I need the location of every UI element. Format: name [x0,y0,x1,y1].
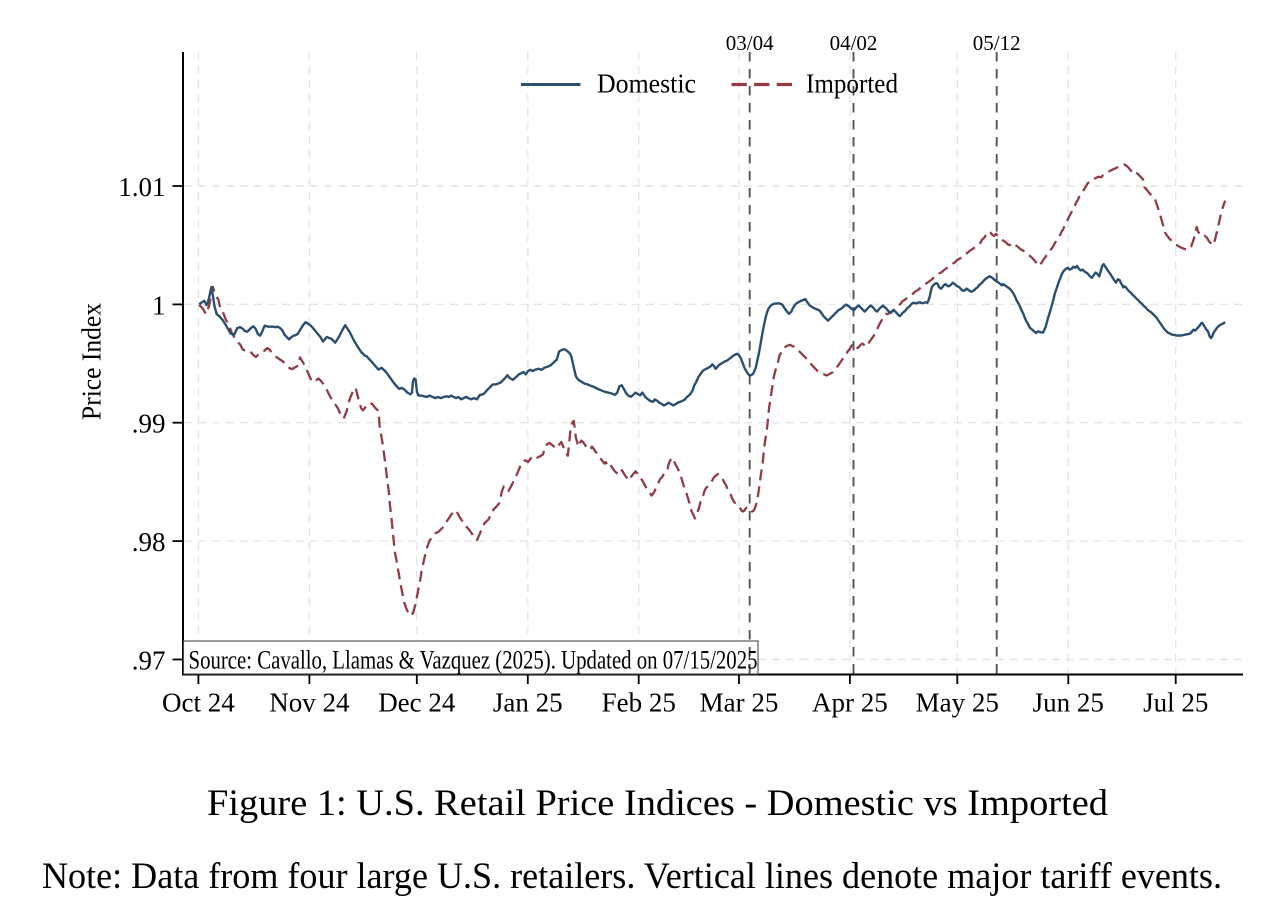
svg-text:Mar 25: Mar 25 [700,688,779,718]
svg-text:1.01: 1.01 [118,172,165,202]
svg-text:Jul 25: Jul 25 [1143,688,1208,718]
svg-text:Dec 24: Dec 24 [378,688,456,718]
svg-text:04/02: 04/02 [830,31,878,55]
svg-text:Feb 25: Feb 25 [602,688,676,718]
svg-text:.97: .97 [132,646,166,676]
svg-text:Apr 25: Apr 25 [812,688,888,718]
svg-text:.98: .98 [132,527,166,557]
svg-text:.99: .99 [132,409,166,439]
svg-text:Note: Data from four large U.S: Note: Data from four large U.S. retailer… [42,856,1222,897]
svg-text:Price Index: Price Index [77,303,107,420]
svg-text:Nov 24: Nov 24 [269,688,350,718]
svg-text:Source: Cavallo, Llamas & Vazq: Source: Cavallo, Llamas & Vazquez (2025)… [189,646,758,675]
svg-text:Oct 24: Oct 24 [162,688,235,718]
svg-text:05/12: 05/12 [973,31,1021,55]
svg-text:Imported: Imported [806,69,898,99]
svg-text:Figure 1: U.S. Retail Price In: Figure 1: U.S. Retail Price Indices - Do… [207,783,1109,824]
svg-text:03/04: 03/04 [726,31,774,55]
svg-text:Jun 25: Jun 25 [1033,688,1104,718]
svg-text:Jan 25: Jan 25 [493,688,563,718]
svg-text:1: 1 [152,290,166,320]
svg-text:May 25: May 25 [916,688,999,718]
svg-text:Domestic: Domestic [597,69,696,99]
